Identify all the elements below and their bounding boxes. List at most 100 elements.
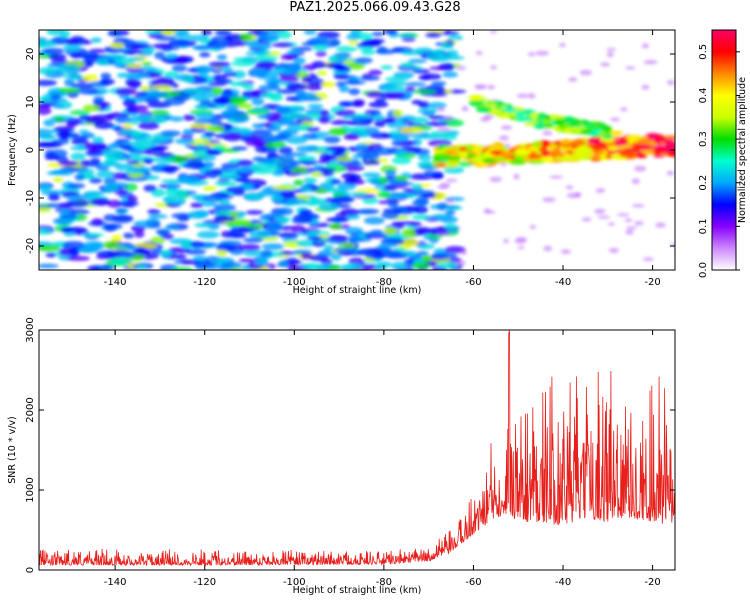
snr-x-tick-label: -100 bbox=[283, 577, 306, 588]
heatmap-cell bbox=[400, 62, 415, 68]
heatmap-cell bbox=[418, 101, 431, 109]
heatmap-cell bbox=[643, 59, 658, 65]
heatmap-cell bbox=[162, 165, 181, 171]
heatmap-cell bbox=[96, 60, 110, 66]
heatmap-cell bbox=[362, 172, 381, 178]
heatmap-cell bbox=[412, 183, 424, 191]
heatmap-cell bbox=[307, 103, 324, 109]
heatmap-cell bbox=[444, 246, 466, 254]
heatmap-cell bbox=[115, 207, 127, 215]
heatmap-cell bbox=[171, 38, 191, 47]
heatmap-cell bbox=[383, 186, 397, 191]
heatmap-cell bbox=[643, 257, 654, 262]
heatmap-cell bbox=[184, 75, 195, 83]
heatmap-cell bbox=[91, 197, 111, 206]
colorbar: 0.0 0.1 0.2 0.3 0.4 0.5 Normalized spectral a… bbox=[698, 29, 748, 278]
heatmap-cell bbox=[306, 236, 323, 241]
heatmap-cell bbox=[335, 45, 358, 53]
heatmap-cell bbox=[441, 42, 454, 49]
heatmap-cell bbox=[436, 231, 451, 236]
heatmap-cell bbox=[147, 214, 168, 219]
heatmap-cell bbox=[145, 218, 160, 227]
heatmap-cell bbox=[186, 34, 209, 42]
heatmap-cell bbox=[132, 44, 153, 49]
heatmap-cell bbox=[255, 60, 278, 69]
heatmap-cell bbox=[74, 173, 85, 181]
heatmap-cell bbox=[411, 214, 431, 220]
heatmap-cell bbox=[245, 210, 264, 215]
heatmap-cell bbox=[251, 123, 265, 129]
heatmap-cell bbox=[164, 189, 188, 197]
heatmap-cell bbox=[207, 174, 218, 179]
heatmap-cell bbox=[346, 33, 361, 41]
heatmap-cell bbox=[663, 138, 675, 146]
heatmap-cell bbox=[559, 42, 566, 48]
heatmap-cell bbox=[225, 132, 242, 137]
heatmap-cell bbox=[445, 210, 456, 216]
heatmap-cell bbox=[199, 99, 212, 105]
heatmap-cell bbox=[96, 165, 110, 171]
heatmap-cell bbox=[134, 230, 145, 238]
heatmap-cell bbox=[455, 65, 467, 71]
heatmap-cell bbox=[580, 154, 593, 161]
heatmap-cell bbox=[71, 138, 89, 146]
heatmap-cell bbox=[472, 146, 483, 153]
heatmap-cell bbox=[571, 139, 586, 147]
spectrogram-x-tick-label: -100 bbox=[283, 277, 306, 288]
heatmap-cell bbox=[96, 170, 116, 179]
heatmap-cell bbox=[532, 140, 543, 148]
heatmap-cell bbox=[67, 255, 90, 261]
heatmap-cell bbox=[142, 158, 154, 164]
heatmap-cell bbox=[667, 150, 675, 157]
heatmap-cell bbox=[211, 41, 227, 50]
heatmap-cell bbox=[62, 74, 81, 79]
heatmap-cell bbox=[447, 35, 464, 41]
heatmap-cell bbox=[579, 69, 593, 76]
heatmap-cell bbox=[554, 119, 565, 126]
heatmap-cell bbox=[325, 146, 348, 152]
heatmap-cell bbox=[232, 115, 250, 123]
heatmap-cell bbox=[436, 261, 459, 268]
heatmap-cell bbox=[278, 259, 289, 268]
heatmap-cell bbox=[169, 116, 184, 122]
heatmap-cell bbox=[39, 244, 61, 252]
heatmap-cell bbox=[600, 62, 610, 67]
heatmap-cell bbox=[437, 106, 446, 112]
heatmap-cell bbox=[111, 234, 123, 242]
heatmap-cell bbox=[145, 30, 165, 35]
heatmap-cell bbox=[394, 149, 408, 157]
heatmap-cell bbox=[516, 93, 529, 99]
heatmap-cell bbox=[416, 250, 429, 257]
heatmap-cell bbox=[425, 31, 442, 38]
heatmap-cell bbox=[461, 105, 469, 112]
heatmap-cell bbox=[381, 249, 395, 255]
heatmap-cell bbox=[433, 252, 458, 259]
heatmap-cell bbox=[88, 149, 99, 155]
heatmap-cell bbox=[361, 49, 376, 56]
heatmap-cell bbox=[632, 203, 645, 208]
heatmap-cell bbox=[291, 218, 312, 224]
heatmap-cell bbox=[138, 66, 158, 71]
heatmap-cell bbox=[60, 226, 74, 233]
heatmap-cell bbox=[319, 170, 335, 177]
spectrogram-x-axis-label: Height of straight line (km) bbox=[293, 285, 422, 296]
heatmap-cell bbox=[543, 245, 553, 252]
heatmap-cell bbox=[328, 235, 349, 241]
heatmap-cell bbox=[374, 121, 386, 128]
heatmap-cell bbox=[581, 217, 592, 222]
heatmap-cell bbox=[224, 232, 245, 238]
heatmap-cell bbox=[589, 155, 602, 161]
heatmap-cell bbox=[260, 249, 273, 258]
heatmap-cell bbox=[160, 130, 181, 137]
heatmap-cell bbox=[116, 200, 139, 207]
heatmap-cell bbox=[103, 223, 118, 232]
heatmap-cell bbox=[261, 243, 285, 251]
heatmap-cell bbox=[460, 250, 467, 256]
heatmap-cell bbox=[173, 95, 191, 101]
spectrogram-x-tick-label: -20 bbox=[644, 277, 660, 288]
heatmap-cell bbox=[330, 119, 354, 126]
heatmap-cell bbox=[620, 107, 628, 112]
heatmap-cell bbox=[223, 72, 237, 77]
heatmap-cell bbox=[252, 107, 268, 112]
